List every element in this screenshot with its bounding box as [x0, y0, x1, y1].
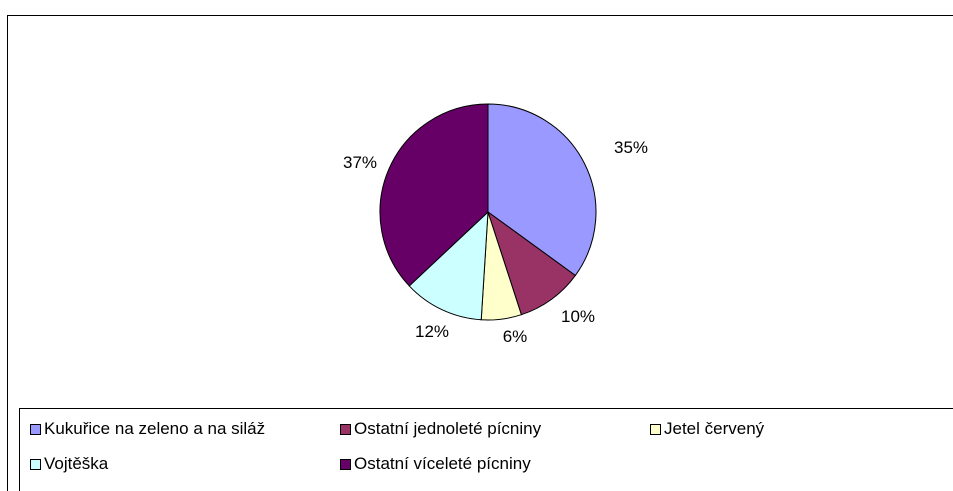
legend-item-ostatni-jednolete: Ostatní jednoleté pícniny [340, 419, 541, 439]
legend-item-jetel: Jetel červený [650, 419, 764, 439]
pie-slice-4 [408, 210, 489, 321]
legend-swatch-vojteska [30, 458, 41, 470]
pie-labels: 35% 10% 6% 12% 37% [343, 138, 648, 346]
legend-swatch-ostatni-vicelete [340, 458, 351, 470]
pie-slice-1 [487, 103, 597, 277]
legend-swatch-kukurice [30, 423, 41, 435]
legend-label-ostatni-jednolete: Ostatní jednoleté pícniny [354, 419, 542, 438]
legend-item-ostatni-vicelete: Ostatní víceleté pícniny [340, 454, 531, 474]
legend-label-ostatni-vicelete: Ostatní víceleté pícniny [354, 454, 531, 473]
pie-label-5: 37% [343, 153, 377, 172]
pie-slice-5 [379, 103, 489, 287]
legend-label-vojteska: Vojtěška [44, 454, 109, 473]
pie-slices [379, 103, 597, 321]
pie-label-3: 6% [503, 327, 528, 346]
legend-swatch-ostatni-jednolete [340, 423, 351, 435]
pie-label-1: 35% [614, 138, 648, 157]
legend-swatch-jetel [650, 423, 661, 435]
pie-label-4: 12% [415, 322, 449, 341]
pie-label-2: 10% [561, 307, 595, 326]
legend-item-vojteska: Vojtěška [30, 454, 108, 474]
legend: Kukuřice na zeleno a na siláž Ostatní je… [19, 408, 953, 491]
legend-label-jetel: Jetel červený [664, 419, 765, 438]
legend-label-kukurice: Kukuřice na zeleno a na siláž [44, 419, 266, 438]
legend-item-kukurice: Kukuřice na zeleno a na siláž [30, 419, 265, 439]
